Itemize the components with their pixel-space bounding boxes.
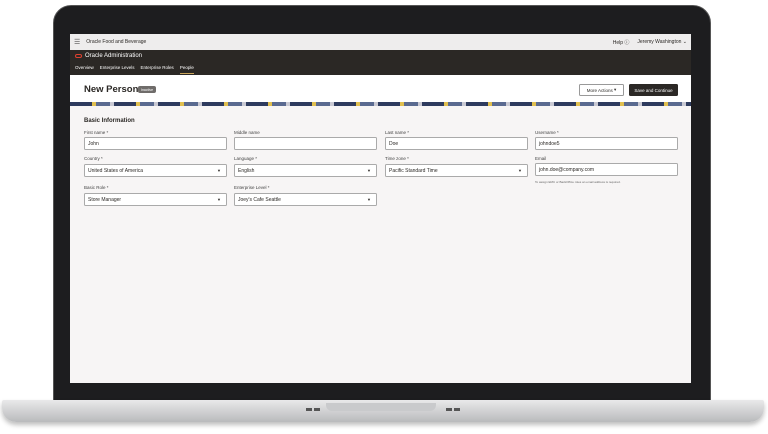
email-label: Email (535, 156, 547, 161)
username-input[interactable]: johndoe5 (535, 137, 678, 150)
laptop-base (2, 400, 764, 422)
hinge-mark (306, 408, 312, 411)
tab-people[interactable]: People (179, 65, 194, 74)
caret-down-icon: ▾ (614, 87, 617, 92)
time-zone-select[interactable]: Pacific Standard Time ▼ (385, 164, 528, 177)
tab-overview[interactable]: Overview (75, 65, 94, 70)
app-header: Oracle Administration Overview Enterpris… (70, 50, 691, 75)
question-circle-icon: ⓘ (624, 39, 630, 46)
section-title: Basic Information (84, 118, 135, 124)
caret-down-icon: ▼ (367, 168, 371, 173)
username-label: Username * (535, 130, 559, 135)
country-value: United States of America (88, 167, 144, 174)
basic-role-select[interactable]: Store Manager ▼ (84, 193, 227, 206)
hinge-mark (314, 408, 320, 411)
enterprise-level-label: Enterprise Level * (234, 185, 270, 190)
save-and-continue-button[interactable]: Save and Continue (629, 84, 678, 96)
time-zone-label: Time zone * (385, 156, 409, 161)
more-actions-button[interactable]: More Actions ▾ (579, 84, 624, 96)
caret-down-icon: ▼ (518, 168, 522, 173)
time-zone-value: Pacific Standard Time (389, 167, 438, 174)
hamburger-menu-icon[interactable]: ☰ (74, 39, 81, 46)
enterprise-level-value: Joey's Cafe Seattle (238, 196, 281, 203)
oracle-logo-icon (75, 54, 82, 58)
email-hint: To assign EMC or BackOffice roles an ema… (535, 180, 621, 184)
hinge-mark (454, 408, 460, 411)
hinge-mark (446, 408, 452, 411)
tab-enterprise-roles[interactable]: Enterprise Roles (140, 65, 174, 70)
email-input[interactable]: john.doe@company.com (535, 163, 678, 176)
tab-enterprise-levels[interactable]: Enterprise Levels (99, 65, 135, 70)
help-label: Help (612, 39, 623, 46)
middle-name-input[interactable] (234, 137, 377, 150)
app-name: Oracle Food and Beverage (86, 39, 147, 45)
caret-down-icon: ▼ (367, 197, 371, 202)
header-title: Oracle Administration (85, 53, 143, 59)
enterprise-level-select[interactable]: Joey's Cafe Seattle ▼ (234, 193, 377, 206)
caret-down-icon: ▼ (217, 168, 221, 173)
first-name-input[interactable]: John (84, 137, 227, 150)
basic-role-value: Store Manager (88, 196, 122, 203)
screen: ☰ Oracle Food and Beverage Help ⓘ Jeremy… (70, 34, 691, 383)
first-name-label: First name * (84, 130, 109, 135)
last-name-input[interactable]: Doe (385, 137, 528, 150)
status-badge: Inactive (138, 86, 157, 93)
page-title: New Person (84, 84, 139, 95)
language-select[interactable]: English ▼ (234, 164, 377, 177)
decorative-banner (70, 102, 691, 106)
last-name-label: Last name * (385, 130, 410, 135)
caret-down-icon: ▼ (217, 197, 221, 202)
country-select[interactable]: United States of America ▼ (84, 164, 227, 177)
page-header: New Person Inactive More Actions ▾ Save … (70, 75, 691, 102)
help-link[interactable]: Help ⓘ (613, 39, 630, 46)
top-bar: ☰ Oracle Food and Beverage Help ⓘ Jeremy… (70, 34, 691, 50)
user-menu[interactable]: Jeremy Washington ⌄ (637, 39, 687, 45)
language-label: Language * (234, 156, 258, 161)
basic-role-label: Basic Role * (84, 185, 109, 190)
country-label: Country * (84, 156, 103, 161)
middle-name-label: Middle name (234, 130, 260, 135)
laptop-notch (326, 403, 436, 411)
user-name: Jeremy Washington (637, 39, 682, 45)
more-actions-label: More Actions (586, 87, 613, 93)
language-value: English (238, 167, 255, 174)
chevron-down-icon: ⌄ (682, 39, 687, 45)
nav-tabs: Overview Enterprise Levels Enterprise Ro… (75, 65, 194, 74)
